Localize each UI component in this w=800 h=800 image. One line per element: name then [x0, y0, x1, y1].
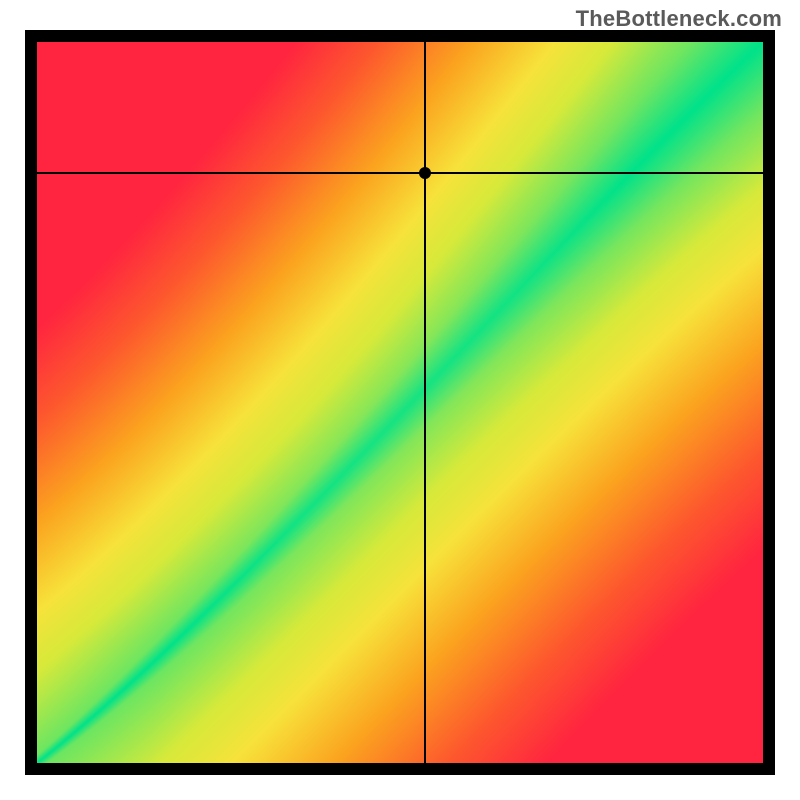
plot-frame [25, 30, 775, 775]
crosshair-marker [419, 167, 431, 179]
plot-inner [37, 42, 763, 763]
heatmap-canvas [37, 42, 763, 763]
crosshair-horizontal [37, 172, 763, 174]
figure-root: TheBottleneck.com [0, 0, 800, 800]
watermark-text: TheBottleneck.com [576, 6, 782, 32]
crosshair-vertical [424, 42, 426, 763]
